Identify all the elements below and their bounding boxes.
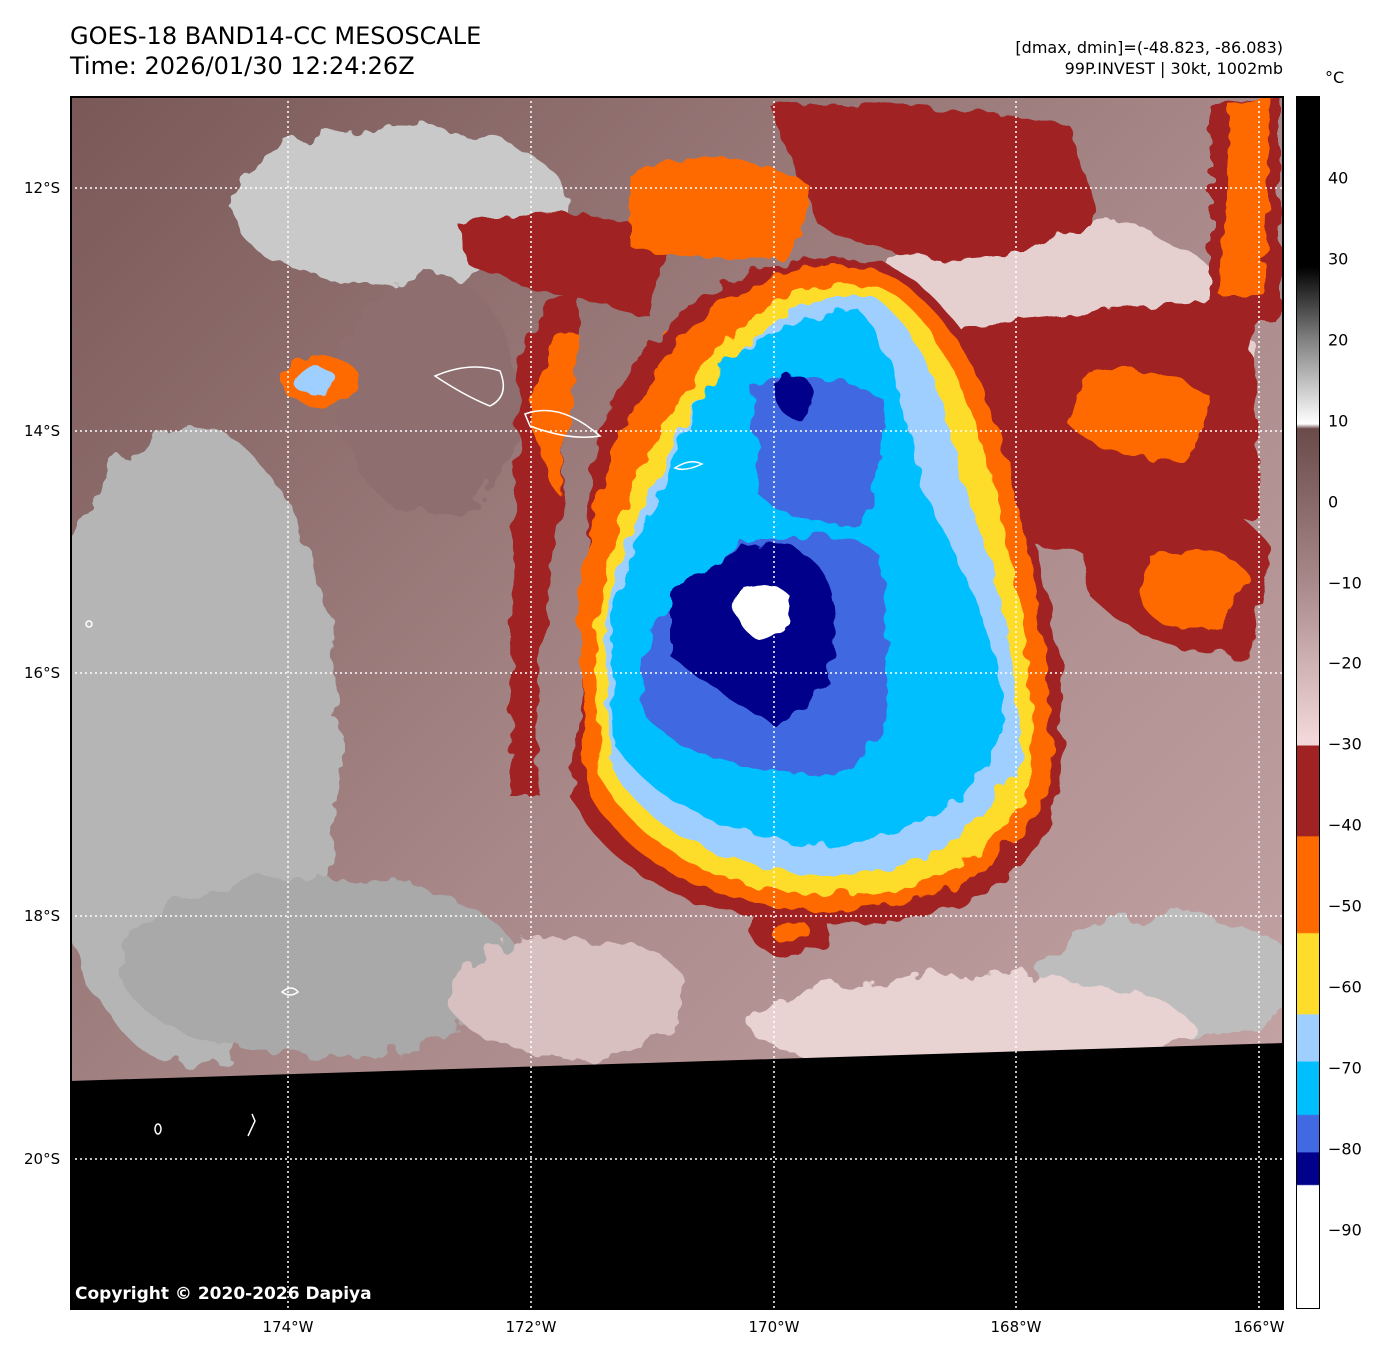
coastlines — [85, 366, 704, 1137]
colorbar-tick-label: 10 — [1328, 411, 1349, 431]
lon-label-172w: 172°W — [505, 1318, 557, 1336]
lon-label-174w: 174°W — [262, 1318, 314, 1336]
colorbar — [1296, 96, 1320, 1309]
no-data-region — [70, 1043, 1284, 1310]
lat-label-20s: 20°S — [24, 1150, 61, 1168]
colorbar-tick-label: −80 — [1328, 1139, 1362, 1159]
lat-label-12s: 12°S — [24, 179, 61, 197]
lon-label-168w: 168°W — [990, 1318, 1042, 1336]
colorbar-tick-label: 20 — [1328, 330, 1349, 350]
range-info: [dmax, dmin]=(-48.823, -86.083) — [1015, 38, 1283, 57]
colorbar-tick-label: −50 — [1328, 896, 1362, 916]
colorbar-tick-label: −20 — [1328, 653, 1362, 673]
colorbar-tick-label: −40 — [1328, 815, 1362, 835]
timestamp: Time: 2026/01/30 12:24:26Z — [70, 52, 415, 80]
colorbar-tick-label: −30 — [1328, 734, 1362, 754]
colorbar-tick-label: −70 — [1328, 1058, 1362, 1078]
lat-label-14s: 14°S — [24, 422, 61, 440]
copyright-label: Copyright © 2020-2026 Dapiya — [75, 1284, 372, 1304]
colorbar-tick-label: 40 — [1328, 168, 1349, 188]
lat-label-18s: 18°S — [24, 907, 61, 925]
storm-core — [570, 257, 1062, 926]
chart-title: GOES-18 BAND14-CC MESOSCALE — [70, 22, 482, 50]
lon-label-170w: 170°W — [748, 1318, 800, 1336]
colorbar-unit: °C — [1325, 68, 1345, 87]
lat-label-16s: 16°S — [24, 664, 61, 682]
graticule — [70, 96, 1284, 1310]
storm-info: 99P.INVEST | 30kt, 1002mb — [1064, 59, 1283, 78]
map-frame — [70, 96, 1284, 1310]
colorbar-tick-label: 0 — [1328, 492, 1339, 512]
colorbar-tick-label: −90 — [1328, 1220, 1362, 1240]
colorbar-tick-label: −60 — [1328, 977, 1362, 997]
colorbar-tick-label: −10 — [1328, 573, 1362, 592]
lon-label-166w: 166°W — [1233, 1318, 1285, 1336]
satellite-map — [70, 96, 1284, 1310]
colorbar-tick-label: 30 — [1328, 249, 1349, 269]
